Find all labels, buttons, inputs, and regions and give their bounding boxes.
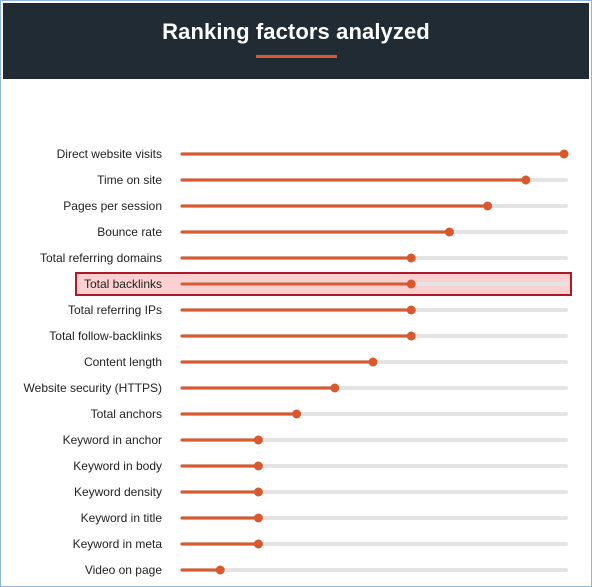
bar-endpoint	[406, 253, 416, 263]
category-label: Video on page	[85, 563, 163, 577]
title-underline	[256, 55, 337, 58]
category-label: Total backlinks	[84, 277, 162, 291]
bar-endpoint	[253, 435, 263, 445]
bar-endpoint	[253, 513, 263, 523]
category-label: Keyword density	[74, 485, 162, 499]
category-label: Total referring domains	[40, 251, 162, 265]
category-label: Bounce rate	[97, 225, 162, 239]
category-label: Time on site	[97, 173, 162, 187]
category-label: Website security (HTTPS)	[24, 381, 162, 395]
category-label: Keyword in body	[73, 459, 162, 473]
bar-endpoint	[406, 279, 416, 289]
bar-endpoint	[521, 175, 531, 185]
bar-endpoint	[406, 331, 416, 341]
category-label: Content length	[84, 355, 162, 369]
category-label: Total follow-backlinks	[49, 329, 162, 343]
bar-endpoint	[368, 357, 378, 367]
category-label: Direct website visits	[57, 147, 162, 161]
category-label: Keyword in anchor	[63, 433, 162, 447]
bar-endpoint	[253, 539, 263, 549]
bar-endpoint	[330, 383, 340, 393]
category-label: Keyword in title	[81, 511, 163, 525]
category-label: Total referring IPs	[68, 303, 162, 317]
bar-endpoint	[444, 227, 454, 237]
bar-endpoint	[483, 201, 493, 211]
bar-endpoint	[253, 461, 263, 471]
category-label: Total anchors	[91, 407, 162, 421]
bar-endpoint	[253, 487, 263, 497]
chart-title: Ranking factors analyzed	[162, 19, 430, 44]
chart-header: Ranking factors analyzed	[3, 3, 589, 79]
bar-endpoint	[406, 305, 416, 315]
bar-endpoint	[292, 409, 302, 419]
category-label: Keyword in meta	[73, 537, 163, 551]
bar-endpoint	[215, 565, 225, 575]
bar-endpoint	[559, 149, 569, 159]
category-label: Pages per session	[63, 199, 162, 213]
